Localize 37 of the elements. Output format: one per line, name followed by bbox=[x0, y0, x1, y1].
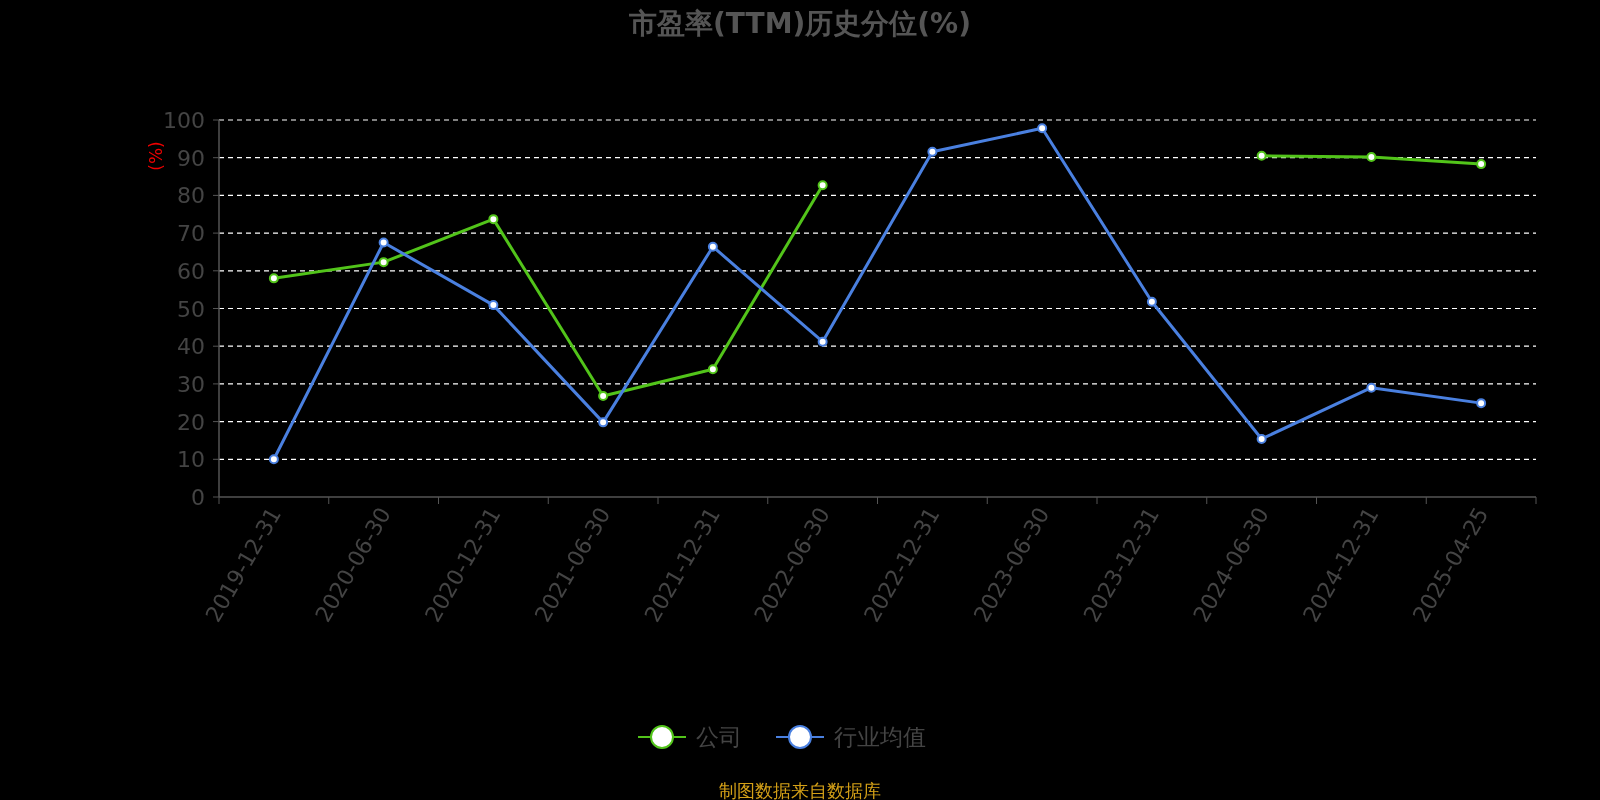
point bbox=[1037, 123, 1048, 134]
y-tick-label: 10 bbox=[177, 447, 205, 473]
point bbox=[1256, 433, 1267, 444]
point bbox=[378, 237, 389, 248]
point bbox=[268, 273, 279, 284]
text: 制图数据来自数据库 bbox=[719, 780, 881, 800]
point bbox=[817, 336, 828, 347]
y-tick-label: 0 bbox=[191, 485, 205, 510]
point bbox=[268, 454, 279, 465]
point bbox=[1366, 382, 1377, 393]
point bbox=[1476, 159, 1487, 170]
point bbox=[488, 214, 499, 225]
y-tick-label: 80 bbox=[177, 183, 205, 209]
point bbox=[488, 300, 499, 311]
point bbox=[1476, 398, 1487, 409]
y-tick-label: 100 bbox=[163, 108, 205, 133]
chart-title: 市盈率(TTM)历史分位(%) bbox=[628, 7, 971, 40]
y-tick-label: 30 bbox=[177, 371, 205, 397]
y-tick-label: 50 bbox=[177, 296, 205, 322]
point bbox=[598, 390, 609, 401]
legend-label: 公司 bbox=[696, 724, 742, 750]
y-tick-label: 70 bbox=[177, 221, 205, 247]
point bbox=[707, 364, 718, 375]
point bbox=[1366, 151, 1377, 162]
point bbox=[378, 257, 389, 268]
point bbox=[1256, 150, 1267, 161]
point bbox=[598, 417, 609, 428]
y-tick-label: 60 bbox=[177, 258, 205, 284]
point bbox=[817, 180, 828, 191]
legend-label: 行业均值 bbox=[834, 724, 926, 750]
y-tick-label: 40 bbox=[177, 334, 205, 360]
y-tick-label: 20 bbox=[177, 409, 205, 435]
y-tick-label: 90 bbox=[177, 145, 205, 171]
y-axis-title: (%) bbox=[146, 141, 166, 171]
point bbox=[1146, 296, 1157, 307]
point bbox=[927, 146, 938, 157]
point bbox=[707, 241, 718, 252]
